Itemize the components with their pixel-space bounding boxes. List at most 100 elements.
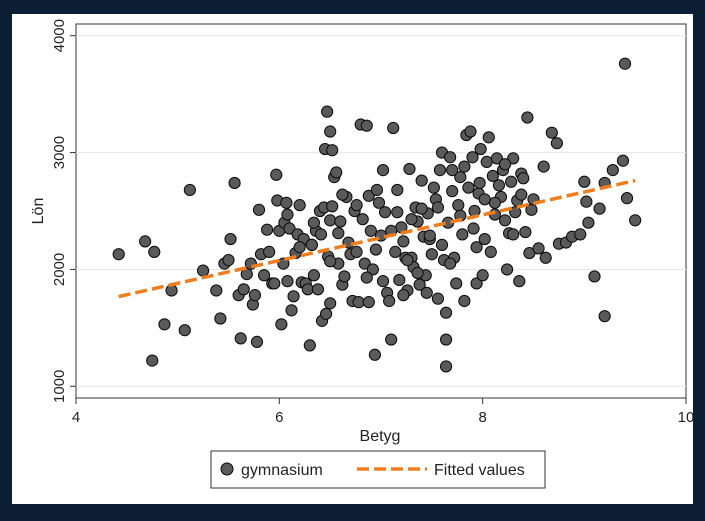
data-point-130 [456,228,469,241]
data-point-58 [324,214,337,227]
data-point-34 [277,257,290,270]
data-point-114 [427,181,440,194]
data-point-205 [435,238,449,251]
data-point-43 [293,199,306,212]
fitted-line-layer [118,178,636,299]
data-point-30 [270,168,283,181]
data-point-1 [139,235,152,248]
data-point-96 [391,183,404,197]
data-point-67 [332,227,345,240]
data-point-12 [222,253,235,267]
data-point-196 [350,199,363,212]
x-axis-title: Betyg [360,428,401,445]
data-point-140 [476,269,489,282]
data-point-204 [411,266,424,280]
data-point-66 [330,166,343,179]
gymnasium-points [112,57,642,373]
data-point-93 [385,333,398,346]
legend-label-gymnasium: gymnasium [241,462,323,479]
data-point-13 [224,232,237,246]
data-point-154 [505,175,518,188]
data-point-143 [482,131,495,144]
data-point-99 [397,235,410,248]
x-tick-label-10: 10 [678,409,695,426]
data-point-213 [360,271,373,284]
data-point-97 [393,273,406,287]
data-point-202 [362,296,375,309]
data-point-147 [490,152,503,165]
data-point-181 [606,163,619,177]
data-point-207 [336,188,349,201]
data-point-8 [196,264,210,277]
data-point-161 [519,225,532,239]
data-point-5 [165,284,178,297]
data-point-38 [283,222,296,235]
data-point-4 [158,318,171,331]
y-axis-title: Lön [30,198,47,225]
data-point-162 [521,111,534,124]
data-point-0 [112,248,125,261]
data-point-50 [307,269,320,282]
data-point-37 [281,275,294,288]
data-point-135 [466,151,479,164]
data-point-133 [462,181,475,194]
data-point-201 [444,257,457,270]
data-point-124 [444,151,457,164]
data-point-192 [281,208,294,221]
data-point-188 [405,213,418,226]
legend-marker-gymnasium [220,462,234,476]
data-point-197 [391,206,404,219]
data-point-180 [598,310,611,323]
data-point-89 [376,163,390,177]
data-point-221 [507,228,520,241]
data-point-9 [210,284,223,297]
data-point-17 [237,283,250,296]
data-point-158 [513,275,526,288]
data-point-122 [439,360,453,373]
data-point-215 [478,193,491,206]
fitted-values-line [118,178,636,299]
data-point-14 [228,176,241,190]
data-point-52 [311,283,325,296]
data-point-177 [588,270,601,283]
data-point-117 [433,163,447,177]
y-tick-label-4000: 4000 [51,19,68,52]
y-tick-label-1000: 1000 [51,370,68,403]
data-point-47 [301,283,314,296]
data-point-6 [178,324,191,337]
data-point-70 [338,270,351,283]
data-point-27 [263,245,276,259]
data-point-194 [420,286,433,299]
data-point-193 [458,160,471,173]
data-point-80 [358,257,371,270]
data-point-56 [320,307,333,320]
y-tick-label-2000: 2000 [51,253,68,286]
legend-label-fitted-values: Fitted values [434,462,525,479]
data-point-211 [423,229,436,242]
data-point-137 [470,277,483,290]
data-point-182 [616,154,630,167]
data-point-84 [366,263,379,276]
data-point-169 [545,126,558,139]
data-point-134 [464,125,477,138]
data-point-7 [183,183,196,197]
data-point-142 [480,155,493,169]
data-point-22 [250,335,264,348]
data-point-218 [470,241,483,254]
data-point-59 [326,200,339,213]
data-point-87 [372,196,386,209]
x-axis-ticks: 4 6 8 10 [72,398,695,426]
data-point-139 [474,142,487,156]
data-point-152 [500,263,514,276]
data-point-155 [507,152,520,165]
data-point-81 [360,119,373,132]
data-point-156 [509,206,522,219]
data-point-189 [369,243,383,256]
data-point-191 [305,238,318,251]
data-point-63 [324,297,337,310]
data-point-82 [362,189,375,202]
data-point-121 [439,333,453,346]
data-point-195 [515,188,528,201]
data-point-175 [580,195,593,208]
